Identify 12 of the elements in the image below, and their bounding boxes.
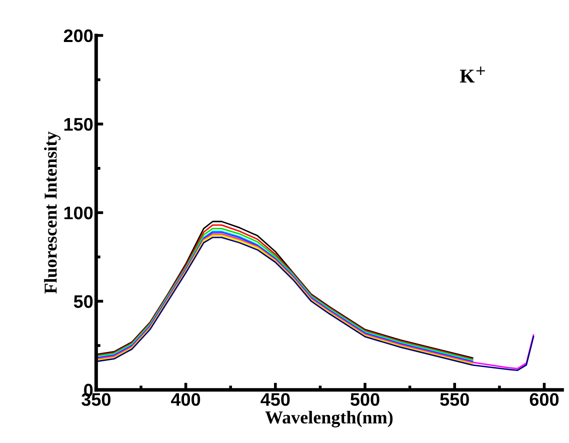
- x-tick-label: 600: [530, 393, 559, 406]
- annotation: K$^{+}$: [460, 66, 485, 82]
- x-axis-title: Wavelength(nm): [265, 410, 393, 428]
- y-axis-title: Fluorescent Intensity: [44, 131, 60, 294]
- x-tick-label: 500: [350, 393, 380, 406]
- x-tick-label: 450: [260, 393, 290, 406]
- x-tick-label: 400: [170, 393, 200, 406]
- y-tick-label: 200: [64, 29, 93, 42]
- y-tick-label: 100: [64, 206, 93, 220]
- y-tick-label: 50: [74, 295, 93, 308]
- x-tick-label: 550: [440, 393, 469, 406]
- y-tick-label: 150: [64, 118, 93, 131]
